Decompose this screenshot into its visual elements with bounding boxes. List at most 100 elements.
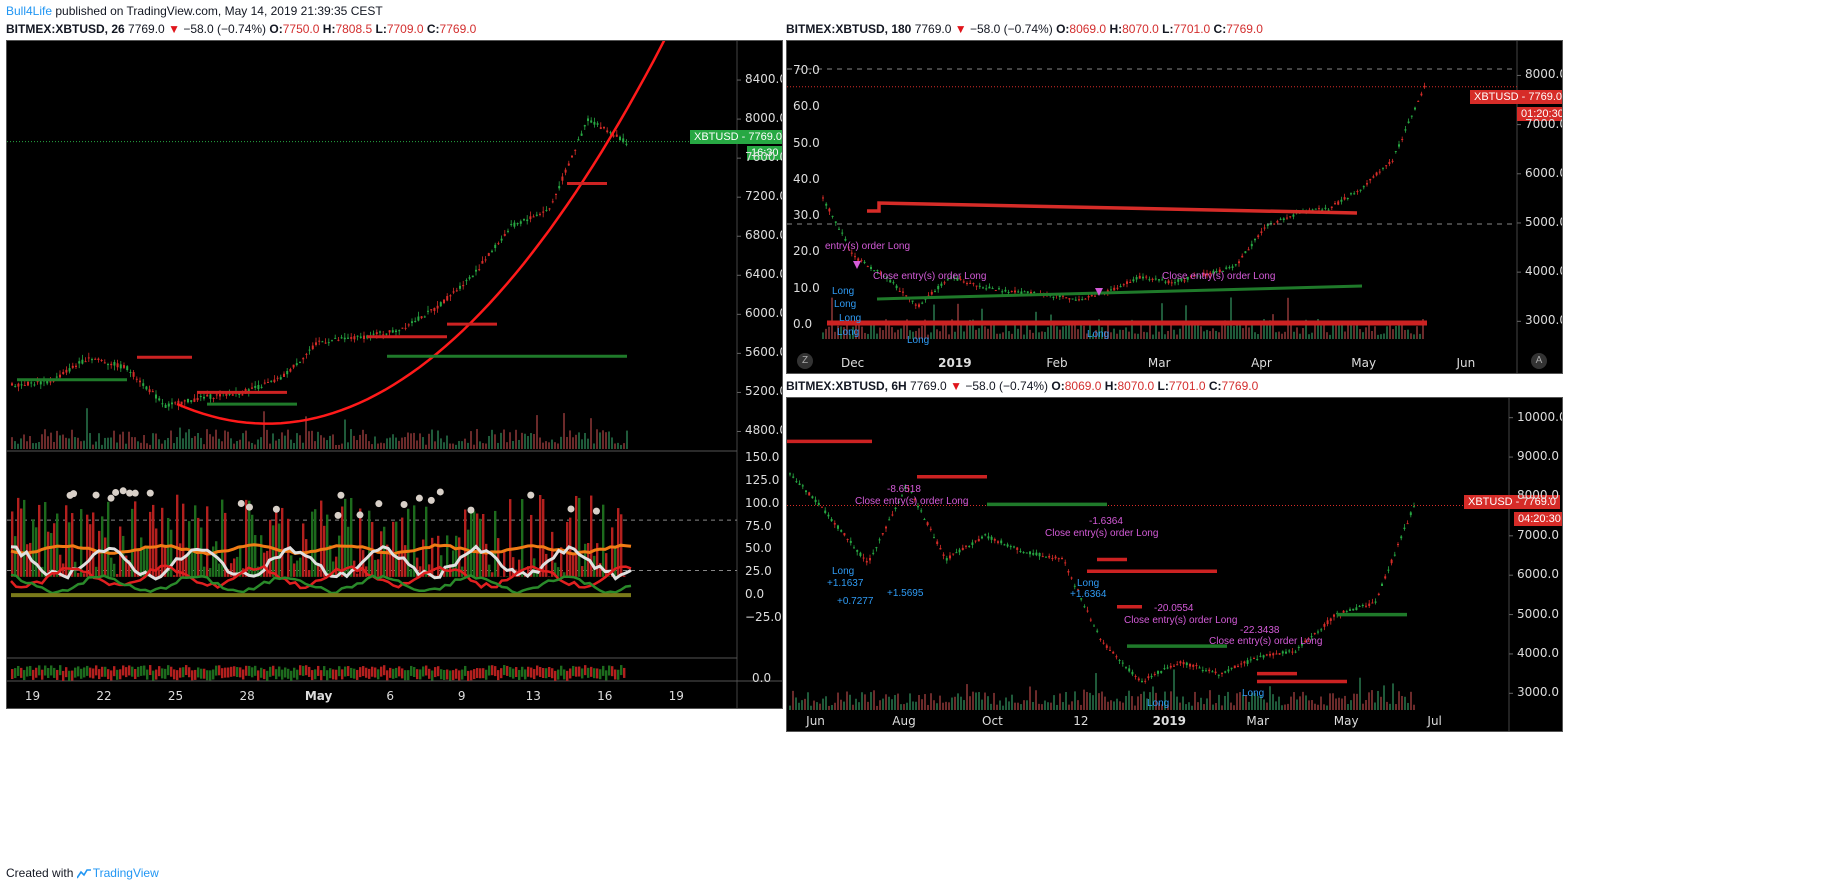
volume-bar <box>921 699 923 710</box>
volume-bar <box>1395 325 1397 339</box>
candle-body <box>1093 625 1095 627</box>
volume-bar <box>1281 333 1283 339</box>
candle-body <box>1118 660 1121 662</box>
volume-bar <box>284 435 286 449</box>
mini-bar <box>410 665 413 676</box>
volume-bar <box>59 435 61 449</box>
volume-bar <box>401 437 403 449</box>
volume-bar <box>948 334 950 339</box>
volume-bar <box>134 437 136 449</box>
mini-bar <box>188 667 191 678</box>
volume-bar <box>936 703 938 710</box>
mini-bar <box>98 669 101 680</box>
candle-body <box>1110 289 1112 291</box>
volume-bar <box>879 327 881 339</box>
auto-scale-button[interactable]: A <box>1531 353 1547 369</box>
volume-bar <box>1170 321 1172 339</box>
candle-body <box>955 552 958 554</box>
mini-bar <box>365 667 368 678</box>
volume-bar <box>1191 705 1193 710</box>
volume-bar <box>1389 703 1391 710</box>
tr-chart-svg[interactable] <box>787 41 1562 373</box>
osc-bar <box>434 575 437 577</box>
candle-body <box>359 336 362 338</box>
candle-body <box>1112 651 1115 654</box>
candle-body <box>1350 193 1352 195</box>
volume-bar <box>1413 334 1415 339</box>
br-chart-panel[interactable]: XBTUSD - 7769.0 04:20:30 10000.0 9000.0 80… <box>786 397 1563 732</box>
candle-body <box>1147 676 1150 679</box>
candle-body <box>1313 633 1316 635</box>
tr-chart-panel[interactable]: XBTUSD - 7769.0 01:20:30 Z A 8000.0 7000.… <box>786 40 1563 374</box>
volume-bar <box>1329 334 1331 339</box>
candle-body <box>897 501 900 503</box>
mini-bar <box>281 669 284 680</box>
candle-body <box>1051 558 1054 560</box>
osc-bar <box>158 569 161 577</box>
candle-body <box>993 538 996 541</box>
volume-bar <box>413 432 415 449</box>
left-chart-panel[interactable]: XBTUSD - 7769.0 16:30 8400.0 8000.0 7600.0… <box>6 40 783 709</box>
x-tick-label: Apr <box>1251 356 1272 370</box>
candle-body <box>1070 577 1073 579</box>
candle-body <box>1281 651 1284 654</box>
volume-bar <box>1362 703 1364 710</box>
candle-body <box>984 534 987 536</box>
candle-body <box>110 363 113 366</box>
volume-bar <box>1191 321 1193 339</box>
resistance-line <box>867 201 1358 215</box>
author-link[interactable]: Bull4Life <box>6 4 53 18</box>
volume-bar <box>960 696 962 710</box>
volume-bar <box>281 432 283 449</box>
osc-bar <box>335 556 338 577</box>
candle-body <box>11 383 13 386</box>
candle-body <box>417 316 420 321</box>
volume-bar <box>593 443 595 449</box>
candle-body <box>375 332 378 335</box>
br-chart-svg[interactable] <box>787 398 1562 731</box>
candle-body <box>1327 209 1330 211</box>
x-tick-label: 12 <box>1073 714 1089 728</box>
candle-body <box>193 398 196 402</box>
footer-brand[interactable]: TradingView <box>92 866 159 880</box>
osc-bar <box>380 531 383 577</box>
mini-bar <box>431 670 434 681</box>
candle-body <box>471 275 474 278</box>
candle-body <box>1183 280 1186 282</box>
candle-body <box>1400 536 1403 539</box>
osc-bar <box>398 552 401 577</box>
mini-bar <box>623 667 626 678</box>
volume-bar <box>311 430 313 449</box>
volume-bar <box>1227 691 1229 710</box>
mini-bar <box>125 667 128 678</box>
volume-bar <box>1020 704 1022 710</box>
candle-body <box>398 330 401 332</box>
volume-bar <box>263 411 265 449</box>
mini-bar <box>59 665 62 676</box>
volume-bar <box>473 444 475 449</box>
y-tick-label: 6800.0 <box>745 228 783 243</box>
osc-bar <box>68 522 71 577</box>
left-chart-svg[interactable] <box>7 41 782 708</box>
volume-bar <box>858 702 860 710</box>
volume-bar <box>1203 331 1205 339</box>
volume-bar <box>53 441 55 449</box>
volume-bar <box>239 439 241 449</box>
mini-bar <box>350 667 353 678</box>
zoom-button[interactable]: Z <box>797 353 813 369</box>
mini-bar <box>332 669 335 680</box>
osc-bar <box>146 547 149 577</box>
volume-bar <box>1332 693 1334 710</box>
candle-body <box>891 514 894 516</box>
volume-bar <box>1014 702 1016 710</box>
mini-bar <box>593 668 596 679</box>
volume-bar <box>1011 694 1013 710</box>
volume-bar <box>26 441 28 449</box>
volume-bar <box>1302 691 1304 710</box>
volume-bar <box>1209 690 1211 710</box>
volume-bar <box>1233 705 1235 710</box>
left-tick-label: 10.0 <box>793 280 820 295</box>
mini-bar <box>74 667 77 678</box>
candle-body <box>1401 139 1404 141</box>
osc-dot <box>592 507 600 515</box>
